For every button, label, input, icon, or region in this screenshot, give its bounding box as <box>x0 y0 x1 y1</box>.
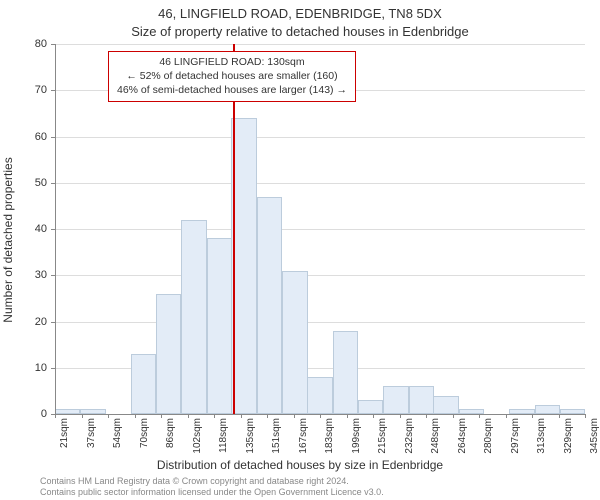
grid-line <box>55 229 585 230</box>
histogram-bar <box>333 331 358 414</box>
x-tick-label: 329sqm <box>563 418 574 454</box>
x-tick-label: 151sqm <box>271 418 282 454</box>
x-tick-mark <box>373 414 374 418</box>
x-tick-mark <box>188 414 189 418</box>
histogram-bar <box>231 118 256 414</box>
grid-line <box>55 183 585 184</box>
y-tick-label: 10 <box>35 362 47 374</box>
x-tick-mark <box>294 414 295 418</box>
x-axis-label: Distribution of detached houses by size … <box>0 458 600 472</box>
x-tick-mark <box>241 414 242 418</box>
x-tick-label: 102sqm <box>192 418 203 454</box>
info-box: 46 LINGFIELD ROAD: 130sqm← 52% of detach… <box>108 51 356 102</box>
chart-container: { "chart": { "type": "histogram", "title… <box>0 0 600 500</box>
histogram-bar <box>358 400 383 414</box>
x-tick-mark <box>559 414 560 418</box>
x-tick-label: 54sqm <box>112 418 123 448</box>
histogram-bar <box>409 386 434 414</box>
x-tick-mark <box>400 414 401 418</box>
histogram-bar <box>535 405 560 414</box>
x-tick-label: 313sqm <box>536 418 547 454</box>
x-tick-label: 183sqm <box>324 418 335 454</box>
x-tick-mark <box>55 414 56 418</box>
x-tick-label: 345sqm <box>589 418 600 454</box>
histogram-bar <box>131 354 156 414</box>
grid-line <box>55 137 585 138</box>
x-tick-mark <box>214 414 215 418</box>
x-tick-mark <box>347 414 348 418</box>
histogram-bar <box>181 220 206 414</box>
y-tick-label: 30 <box>35 269 47 281</box>
histogram-bar <box>383 386 408 414</box>
x-tick-mark <box>479 414 480 418</box>
grid-line <box>55 44 585 45</box>
histogram-bar <box>433 396 458 415</box>
histogram-bar <box>282 271 307 414</box>
x-tick-label: 199sqm <box>351 418 362 454</box>
chart-title-main: 46, LINGFIELD ROAD, EDENBRIDGE, TN8 5DX <box>0 6 600 21</box>
x-tick-label: 297sqm <box>510 418 521 454</box>
x-tick-mark <box>135 414 136 418</box>
x-tick-label: 248sqm <box>430 418 441 454</box>
y-tick-label: 0 <box>41 408 47 420</box>
x-tick-mark <box>453 414 454 418</box>
x-tick-mark <box>506 414 507 418</box>
grid-line <box>55 275 585 276</box>
y-tick-label: 70 <box>35 84 47 96</box>
x-tick-mark <box>108 414 109 418</box>
x-tick-mark <box>267 414 268 418</box>
chart-title-sub: Size of property relative to detached ho… <box>0 24 600 39</box>
y-tick-label: 20 <box>35 316 47 328</box>
x-tick-label: 86sqm <box>165 418 176 448</box>
plot-area: 0102030405060708021sqm37sqm54sqm70sqm86s… <box>55 44 585 414</box>
histogram-bar <box>207 238 232 414</box>
y-axis-line <box>55 44 56 414</box>
footer-line1: Contains HM Land Registry data © Crown c… <box>40 476 590 487</box>
x-tick-label: 21sqm <box>59 418 70 448</box>
info-box-line3: 46% of semi-detached houses are larger (… <box>117 84 347 98</box>
x-tick-mark <box>82 414 83 418</box>
x-tick-label: 264sqm <box>457 418 468 454</box>
x-tick-label: 118sqm <box>218 418 229 453</box>
x-tick-label: 135sqm <box>245 418 256 454</box>
histogram-bar <box>307 377 332 414</box>
x-tick-label: 37sqm <box>86 418 97 448</box>
x-tick-mark <box>161 414 162 418</box>
footer-line2: Contains public sector information licen… <box>40 487 590 498</box>
grid-line <box>55 322 585 323</box>
info-box-line2: ← 52% of detached houses are smaller (16… <box>117 70 347 84</box>
x-tick-mark <box>426 414 427 418</box>
x-tick-mark <box>532 414 533 418</box>
x-tick-label: 232sqm <box>404 418 415 454</box>
x-tick-mark <box>585 414 586 418</box>
x-tick-label: 167sqm <box>298 418 309 454</box>
histogram-bar <box>257 197 282 414</box>
x-tick-label: 215sqm <box>377 418 388 454</box>
x-tick-label: 70sqm <box>139 418 150 448</box>
footer-attribution: Contains HM Land Registry data © Crown c… <box>40 476 590 498</box>
info-box-line1: 46 LINGFIELD ROAD: 130sqm <box>117 56 347 70</box>
x-tick-mark <box>320 414 321 418</box>
y-tick-label: 60 <box>35 131 47 143</box>
y-tick-label: 40 <box>35 223 47 235</box>
x-tick-label: 280sqm <box>483 418 494 454</box>
y-tick-label: 50 <box>35 177 47 189</box>
y-tick-label: 80 <box>35 38 47 50</box>
y-axis-label: Number of detached properties <box>1 157 15 322</box>
histogram-bar <box>156 294 181 414</box>
